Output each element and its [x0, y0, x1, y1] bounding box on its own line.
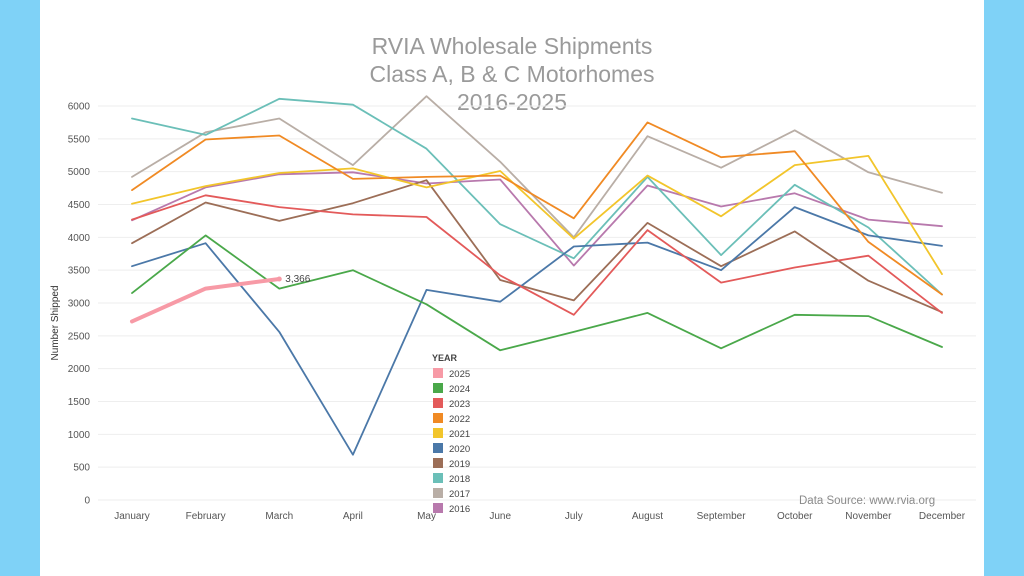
legend-label: 2017	[449, 489, 470, 500]
x-tick-label: September	[697, 511, 747, 522]
chart-canvas: RVIA Wholesale Shipments Class A, B & C M…	[40, 0, 984, 576]
x-tick-label: June	[489, 511, 511, 522]
x-tick-label: January	[114, 511, 150, 522]
legend-label: 2020	[449, 444, 470, 455]
y-tick-label: 4000	[68, 233, 91, 244]
annotation-point	[276, 276, 282, 282]
x-tick-label: August	[632, 511, 663, 522]
x-tick-label: March	[265, 511, 293, 522]
y-tick-label: 2000	[68, 364, 91, 375]
legend-label: 2023	[449, 399, 470, 410]
y-axis-label: Number Shipped	[50, 285, 61, 360]
y-tick-label: 3500	[68, 266, 91, 277]
series-line-2019[interactable]	[131, 179, 943, 314]
x-tick-label: April	[343, 511, 363, 522]
y-tick-label: 1500	[68, 397, 91, 408]
legend-swatch	[433, 488, 443, 498]
series-line-2016[interactable]	[131, 171, 943, 267]
x-tick-label: October	[777, 511, 813, 522]
legend-label: 2025	[449, 369, 470, 380]
series-line-2024[interactable]	[131, 234, 943, 352]
legend-swatch	[433, 428, 443, 438]
x-tick-label: July	[565, 511, 583, 522]
series-lines	[130, 95, 943, 456]
title-line-3: 2016-2025	[457, 89, 567, 115]
y-tick-label: 1000	[68, 430, 91, 441]
legend-item-2018[interactable]: 2018	[433, 473, 470, 485]
legend-label: 2021	[449, 429, 470, 440]
series-line-2025[interactable]	[130, 277, 282, 324]
x-tick-label: December	[919, 511, 966, 522]
legend-swatch	[433, 443, 443, 453]
legend-item-2021[interactable]: 2021	[433, 428, 470, 440]
legend-item-2016[interactable]: 2016	[433, 503, 470, 515]
y-axis-ticks: 0 500 1000 1500 2000 2500 3000 3500 4000 4500 5000…	[68, 102, 91, 507]
y-tick-label: 4500	[68, 200, 91, 211]
title-line-2: Class A, B & C Motorhomes	[369, 61, 654, 87]
legend-swatch	[433, 473, 443, 483]
series-line-2023[interactable]	[131, 194, 943, 316]
legend-swatch	[433, 458, 443, 468]
legend-item-2020[interactable]: 2020	[433, 443, 470, 455]
series-line-2022[interactable]	[131, 121, 943, 296]
annotations: 3,366	[276, 274, 311, 285]
x-axis-ticks: January February March April May June July Augu…	[114, 511, 966, 522]
legend-swatch	[433, 398, 443, 408]
series-line-2017[interactable]	[131, 95, 943, 239]
y-tick-label: 5500	[68, 134, 91, 145]
legend-swatch	[433, 383, 443, 393]
legend-label: 2024	[449, 384, 470, 395]
legend-title: YEAR	[432, 353, 458, 363]
series-line-2021[interactable]	[131, 154, 943, 276]
legend-label: 2018	[449, 474, 470, 485]
y-tick-label: 5000	[68, 167, 91, 178]
legend-swatch	[433, 503, 443, 513]
y-tick-label: 500	[73, 463, 90, 474]
x-tick-label: May	[417, 511, 436, 522]
y-tick-label: 3000	[68, 299, 91, 310]
legend-item-2022[interactable]: 2022	[433, 413, 470, 425]
legend-item-2024[interactable]: 2024	[433, 383, 470, 395]
series-line-2018[interactable]	[131, 97, 943, 296]
legend-swatch	[433, 368, 443, 378]
y-tick-label: 2500	[68, 331, 91, 342]
y-tick-label: 0	[84, 496, 90, 507]
title-line-1: RVIA Wholesale Shipments	[372, 33, 653, 59]
legend-item-2025[interactable]: 2025	[433, 368, 470, 380]
y-tick-label: 6000	[68, 102, 91, 113]
legend-label: 2016	[449, 504, 470, 515]
legend-item-2023[interactable]: 2023	[433, 398, 470, 410]
source-note: Data Source: www.rvia.org	[799, 495, 935, 507]
legend-swatch	[433, 413, 443, 423]
x-tick-label: February	[186, 511, 226, 522]
data-label: 3,366	[285, 274, 310, 285]
legend[interactable]: YEAR 2025 2024 2023 2022 2021 2020 2019 2018 2017…	[432, 353, 470, 515]
legend-item-2019[interactable]: 2019	[433, 458, 470, 470]
legend-item-2017[interactable]: 2017	[433, 488, 470, 500]
gridlines	[98, 105, 976, 501]
legend-label: 2019	[449, 459, 470, 470]
series-line-2020[interactable]	[131, 206, 943, 456]
x-tick-label: November	[845, 511, 892, 522]
legend-label: 2022	[449, 414, 470, 425]
